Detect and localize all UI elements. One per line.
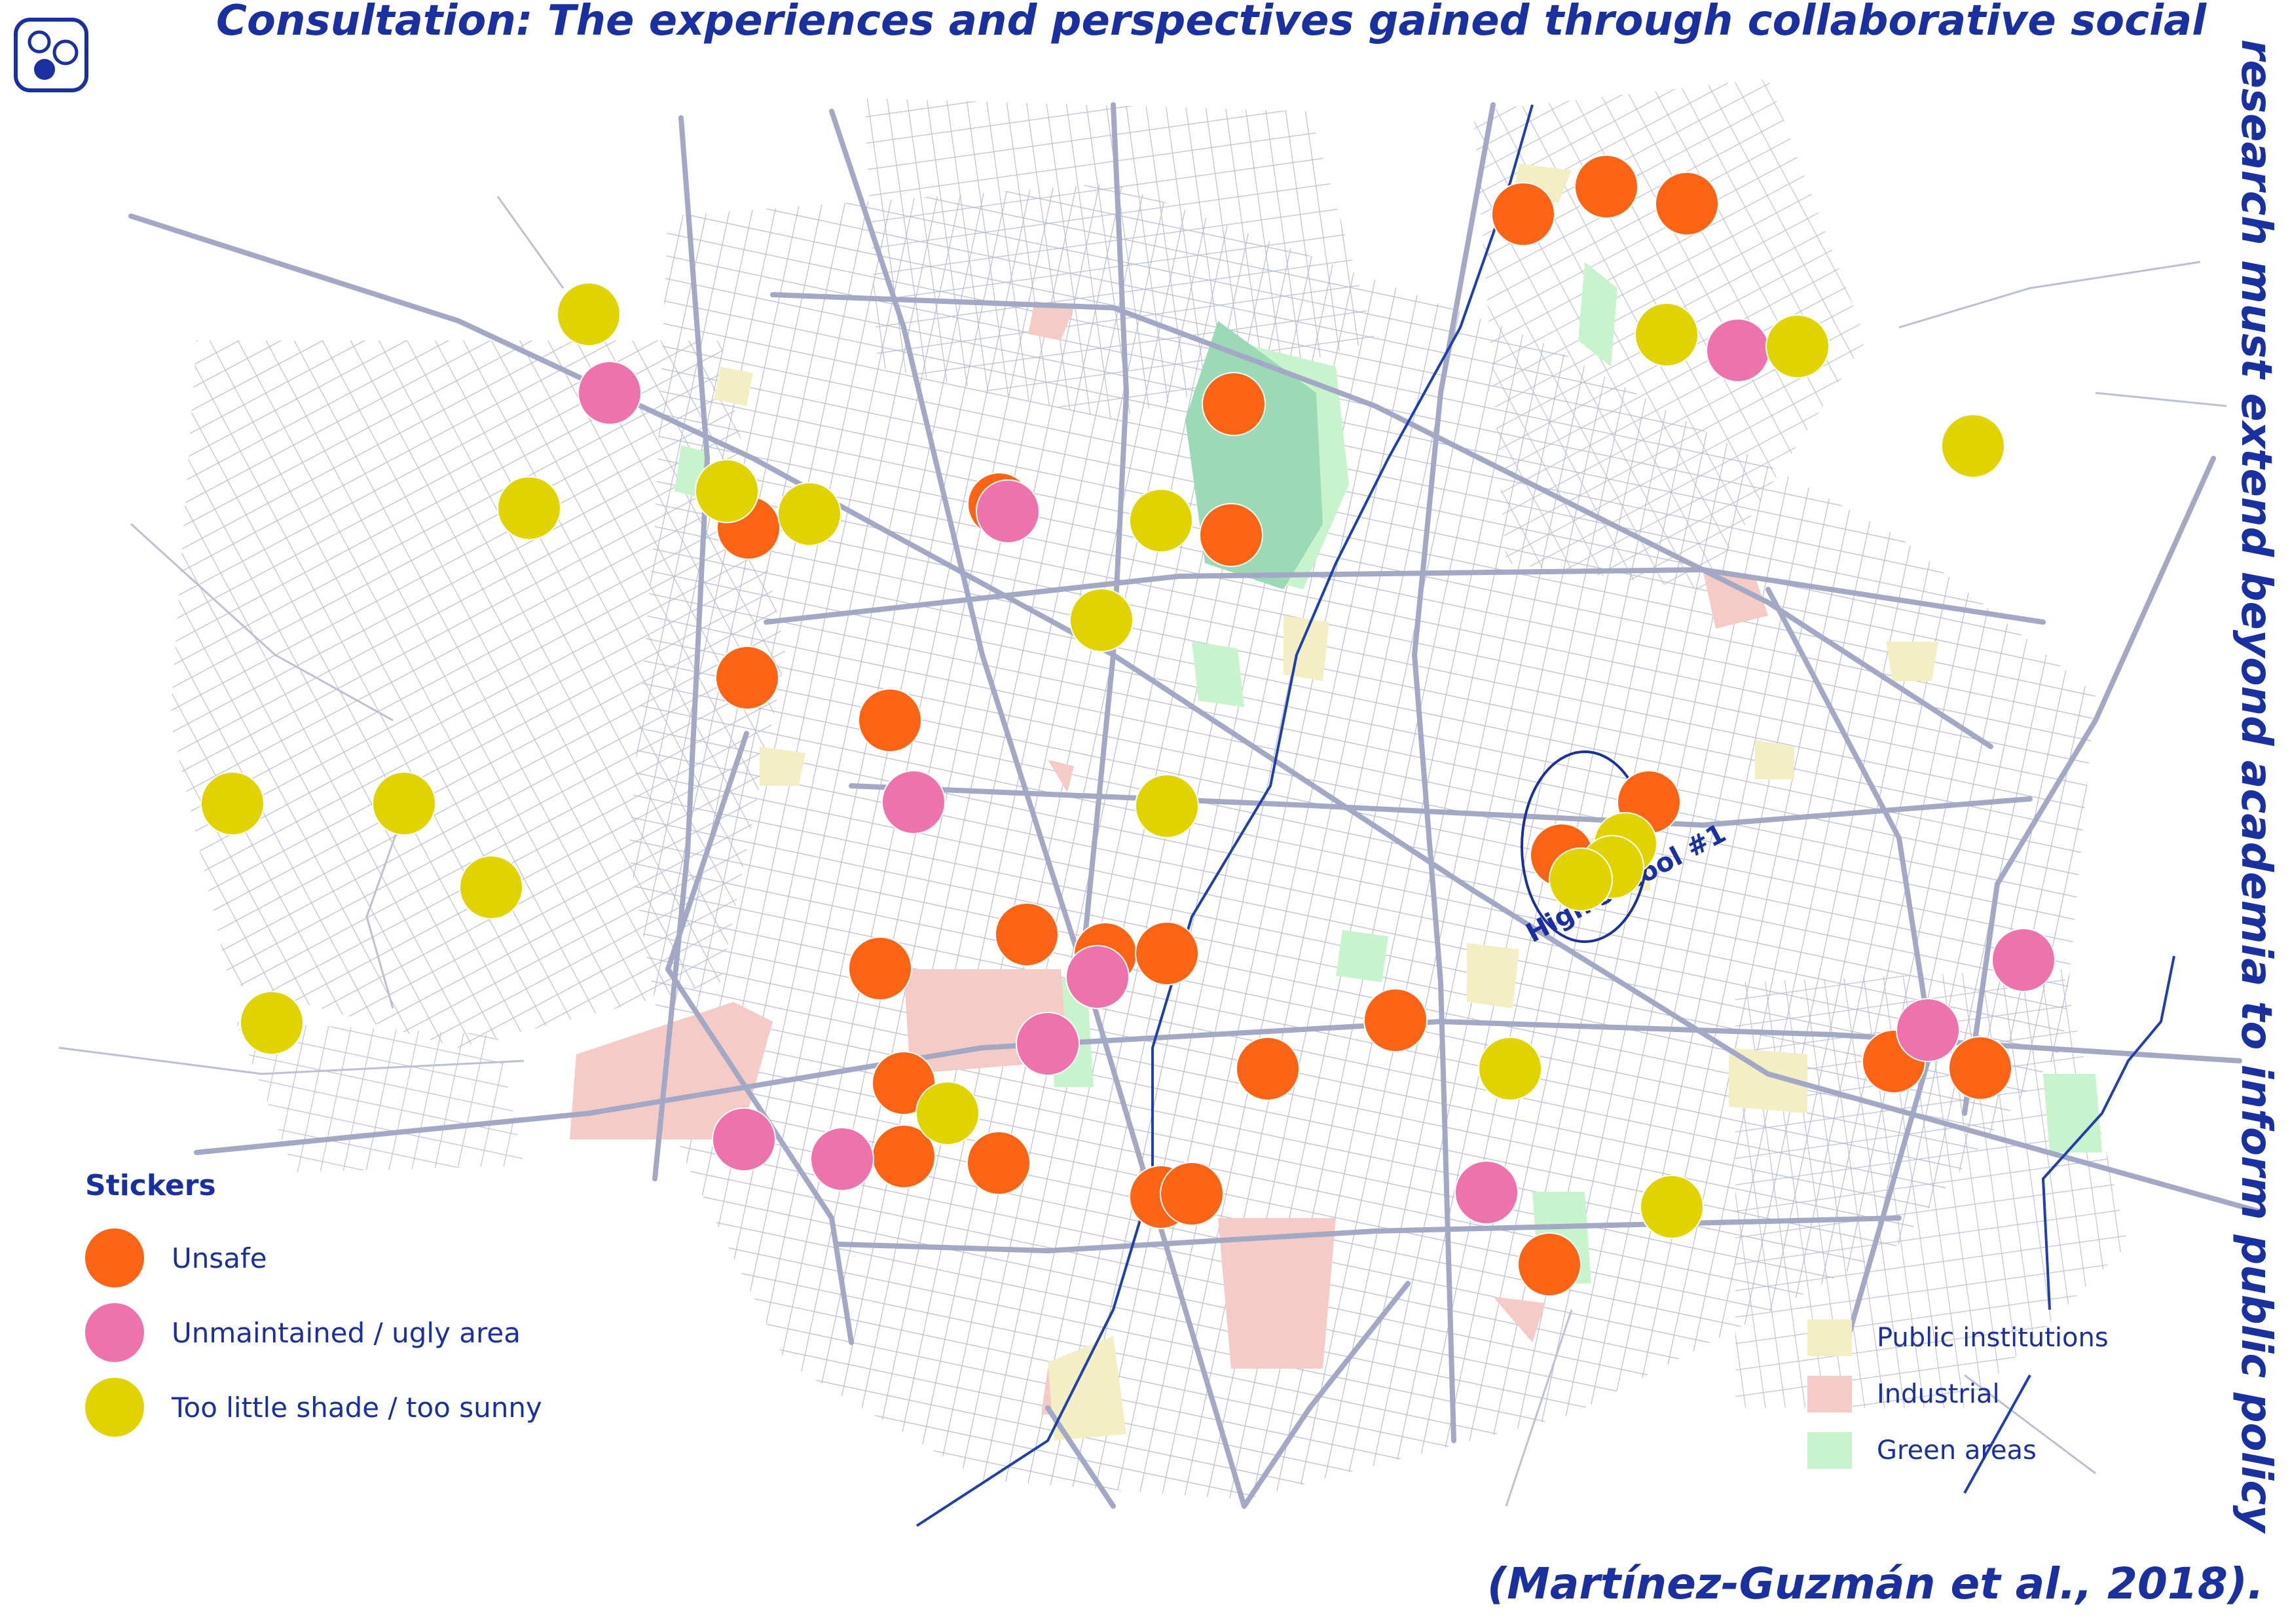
sticker-unsafe [1517, 1232, 1581, 1297]
sticker-sunny [1765, 314, 1830, 378]
sticker-unmaintained [712, 1107, 776, 1172]
sticker-sunny [1634, 303, 1699, 367]
citation: (Martínez-Guzmán et al., 2018). [1487, 1559, 2264, 1609]
sticker-unsafe [1202, 372, 1266, 436]
sticker-sunny [1941, 414, 2005, 478]
sticker-unmaintained [810, 1127, 874, 1191]
sticker-sunny [557, 282, 621, 346]
sticker-sunny [200, 771, 265, 836]
legend-label: Unsafe [172, 1242, 267, 1274]
legend-item-unmaintained: Unmaintained / ugly area [85, 1295, 674, 1370]
legend-item-public-institutions: Public institutions [1807, 1310, 2266, 1366]
legend-item-unsafe: Unsafe [85, 1221, 674, 1295]
sticker-unmaintained [1065, 945, 1130, 1009]
sunny-dot-icon [85, 1378, 144, 1437]
public-institutions-swatch-icon [1807, 1320, 1852, 1356]
public-institutions [714, 164, 1938, 1441]
legend-label: Too little shade / too sunny [172, 1391, 542, 1424]
sticker-sunny [1478, 1037, 1542, 1101]
sticker-unsafe [1363, 988, 1428, 1052]
sticker-sunny [1640, 1175, 1704, 1239]
sticker-sunny [1549, 847, 1613, 912]
landuse-legend: Public institutions Industrial Green are… [1807, 1310, 2266, 1479]
sticker-unmaintained [578, 361, 642, 425]
sticker-unsafe [995, 902, 1059, 967]
legend-item-industrial: Industrial [1807, 1366, 2266, 1422]
sticker-unmaintained [881, 770, 946, 834]
sticker-sunny [1135, 774, 1199, 838]
industrial-areas [570, 301, 1768, 1414]
stickers-legend: Stickers Unsafe Unmaintained / ugly area… [85, 1169, 674, 1445]
legend-label: Green areas [1877, 1435, 2037, 1466]
sticker-unsafe [1135, 921, 1199, 986]
sticker-unsafe [1948, 1036, 2012, 1100]
sticker-unmaintained [1454, 1160, 1519, 1225]
sticker-unmaintained [976, 479, 1040, 544]
legend-item-sunny: Too little shade / too sunny [85, 1370, 674, 1445]
legend-label: Unmaintained / ugly area [172, 1316, 521, 1349]
sticker-sunny [372, 771, 436, 836]
sticker-unsafe [1160, 1162, 1224, 1226]
sticker-unsafe [1236, 1037, 1300, 1101]
sticker-unsafe [1491, 182, 1555, 246]
sticker-unmaintained [1706, 318, 1770, 382]
secondary-roads [58, 196, 2227, 1507]
major-roads [128, 102, 2262, 1509]
sticker-unsafe [858, 688, 922, 752]
sticker-unmaintained [1991, 928, 2056, 992]
unmaintained-dot-icon [85, 1303, 144, 1362]
sticker-sunny [459, 855, 523, 919]
sticker-sunny [240, 991, 304, 1055]
sticker-sunny [777, 482, 841, 546]
legend-item-green-areas: Green areas [1807, 1422, 2266, 1479]
sticker-sunny [695, 459, 759, 523]
rivers [915, 104, 2175, 1527]
sticker-sunny [1129, 489, 1193, 553]
green-areas-swatch-icon [1807, 1432, 1852, 1469]
legend-label: Public institutions [1877, 1323, 2109, 1353]
sticker-sunny [1069, 588, 1134, 652]
industrial-swatch-icon [1807, 1376, 1852, 1412]
legend-label: Industrial [1877, 1379, 2000, 1409]
sticker-markers [200, 155, 2056, 1297]
sticker-unsafe [715, 646, 779, 710]
sticker-unsafe [1199, 503, 1263, 567]
sticker-unsafe [1655, 172, 1719, 236]
unsafe-dot-icon [85, 1228, 144, 1287]
title-line-1: Consultation: The experiences and perspe… [216, 0, 2207, 45]
sticker-unsafe [967, 1131, 1031, 1195]
stickers-legend-title: Stickers [85, 1169, 216, 1202]
sticker-unmaintained [1896, 998, 1960, 1062]
sticker-sunny [915, 1081, 980, 1145]
sticker-unmaintained [1016, 1012, 1080, 1076]
sticker-unsafe [1574, 155, 1638, 219]
circles-logo-icon [14, 18, 88, 92]
sticker-sunny [497, 476, 561, 540]
sticker-unsafe [848, 936, 912, 1001]
